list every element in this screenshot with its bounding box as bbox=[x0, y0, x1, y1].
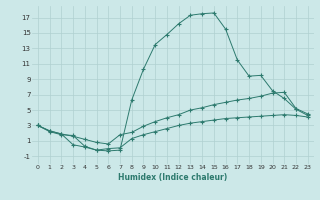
X-axis label: Humidex (Indice chaleur): Humidex (Indice chaleur) bbox=[118, 173, 228, 182]
